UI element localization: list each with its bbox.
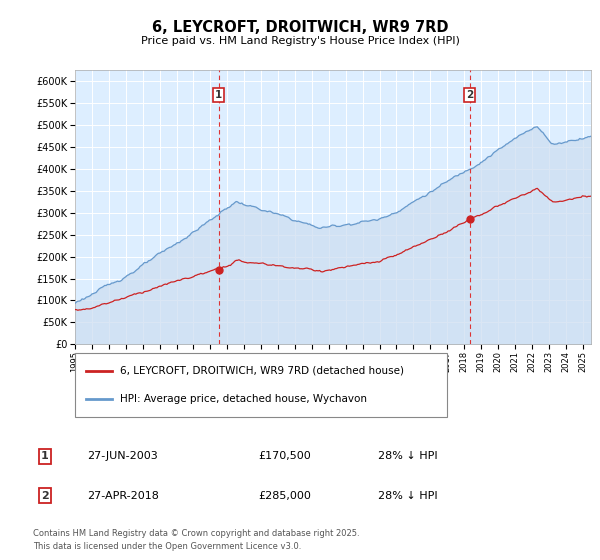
Text: Price paid vs. HM Land Registry's House Price Index (HPI): Price paid vs. HM Land Registry's House … — [140, 36, 460, 46]
Text: 28% ↓ HPI: 28% ↓ HPI — [378, 451, 437, 461]
Text: 2: 2 — [41, 491, 49, 501]
Text: 2: 2 — [466, 90, 473, 100]
Text: 6, LEYCROFT, DROITWICH, WR9 7RD (detached house): 6, LEYCROFT, DROITWICH, WR9 7RD (detache… — [119, 366, 404, 376]
Text: Contains HM Land Registry data © Crown copyright and database right 2025.
This d: Contains HM Land Registry data © Crown c… — [33, 529, 359, 550]
Text: £285,000: £285,000 — [258, 491, 311, 501]
Text: £170,500: £170,500 — [258, 451, 311, 461]
Text: 28% ↓ HPI: 28% ↓ HPI — [378, 491, 437, 501]
Text: 1: 1 — [41, 451, 49, 461]
Text: 1: 1 — [215, 90, 222, 100]
Text: 27-APR-2018: 27-APR-2018 — [87, 491, 159, 501]
Text: HPI: Average price, detached house, Wychavon: HPI: Average price, detached house, Wych… — [119, 394, 367, 404]
FancyBboxPatch shape — [75, 353, 447, 417]
Text: 27-JUN-2003: 27-JUN-2003 — [87, 451, 158, 461]
Text: 6, LEYCROFT, DROITWICH, WR9 7RD: 6, LEYCROFT, DROITWICH, WR9 7RD — [152, 20, 448, 35]
